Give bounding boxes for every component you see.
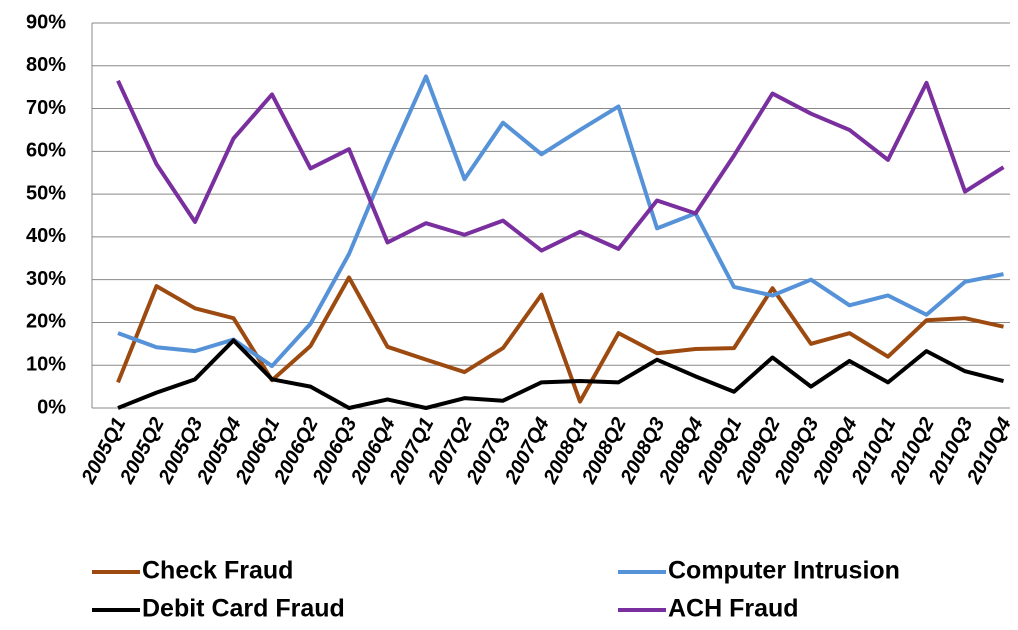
y-tick-label: 60%	[26, 140, 66, 162]
series-line	[116, 79, 1005, 253]
y-tick-label: 30%	[26, 268, 66, 290]
series-line	[116, 275, 1004, 404]
y-tick-label: 70%	[26, 97, 66, 119]
series-line	[117, 338, 1004, 410]
y-tick-label: 0%	[37, 396, 66, 418]
series-line	[117, 74, 1004, 369]
legend-label: ACH Fraud	[668, 595, 799, 623]
legend-label: Computer Intrusion	[668, 557, 900, 585]
y-tick-label: 90%	[26, 11, 66, 33]
legend-label: Check Fraud	[142, 557, 293, 585]
legend-label: Debit Card Fraud	[142, 595, 345, 623]
y-tick-label: 40%	[26, 225, 66, 247]
y-tick-label: 50%	[26, 182, 66, 204]
y-tick-label: 10%	[26, 354, 66, 376]
y-tick-label: 20%	[26, 311, 66, 333]
y-tick-label: 80%	[26, 54, 66, 76]
